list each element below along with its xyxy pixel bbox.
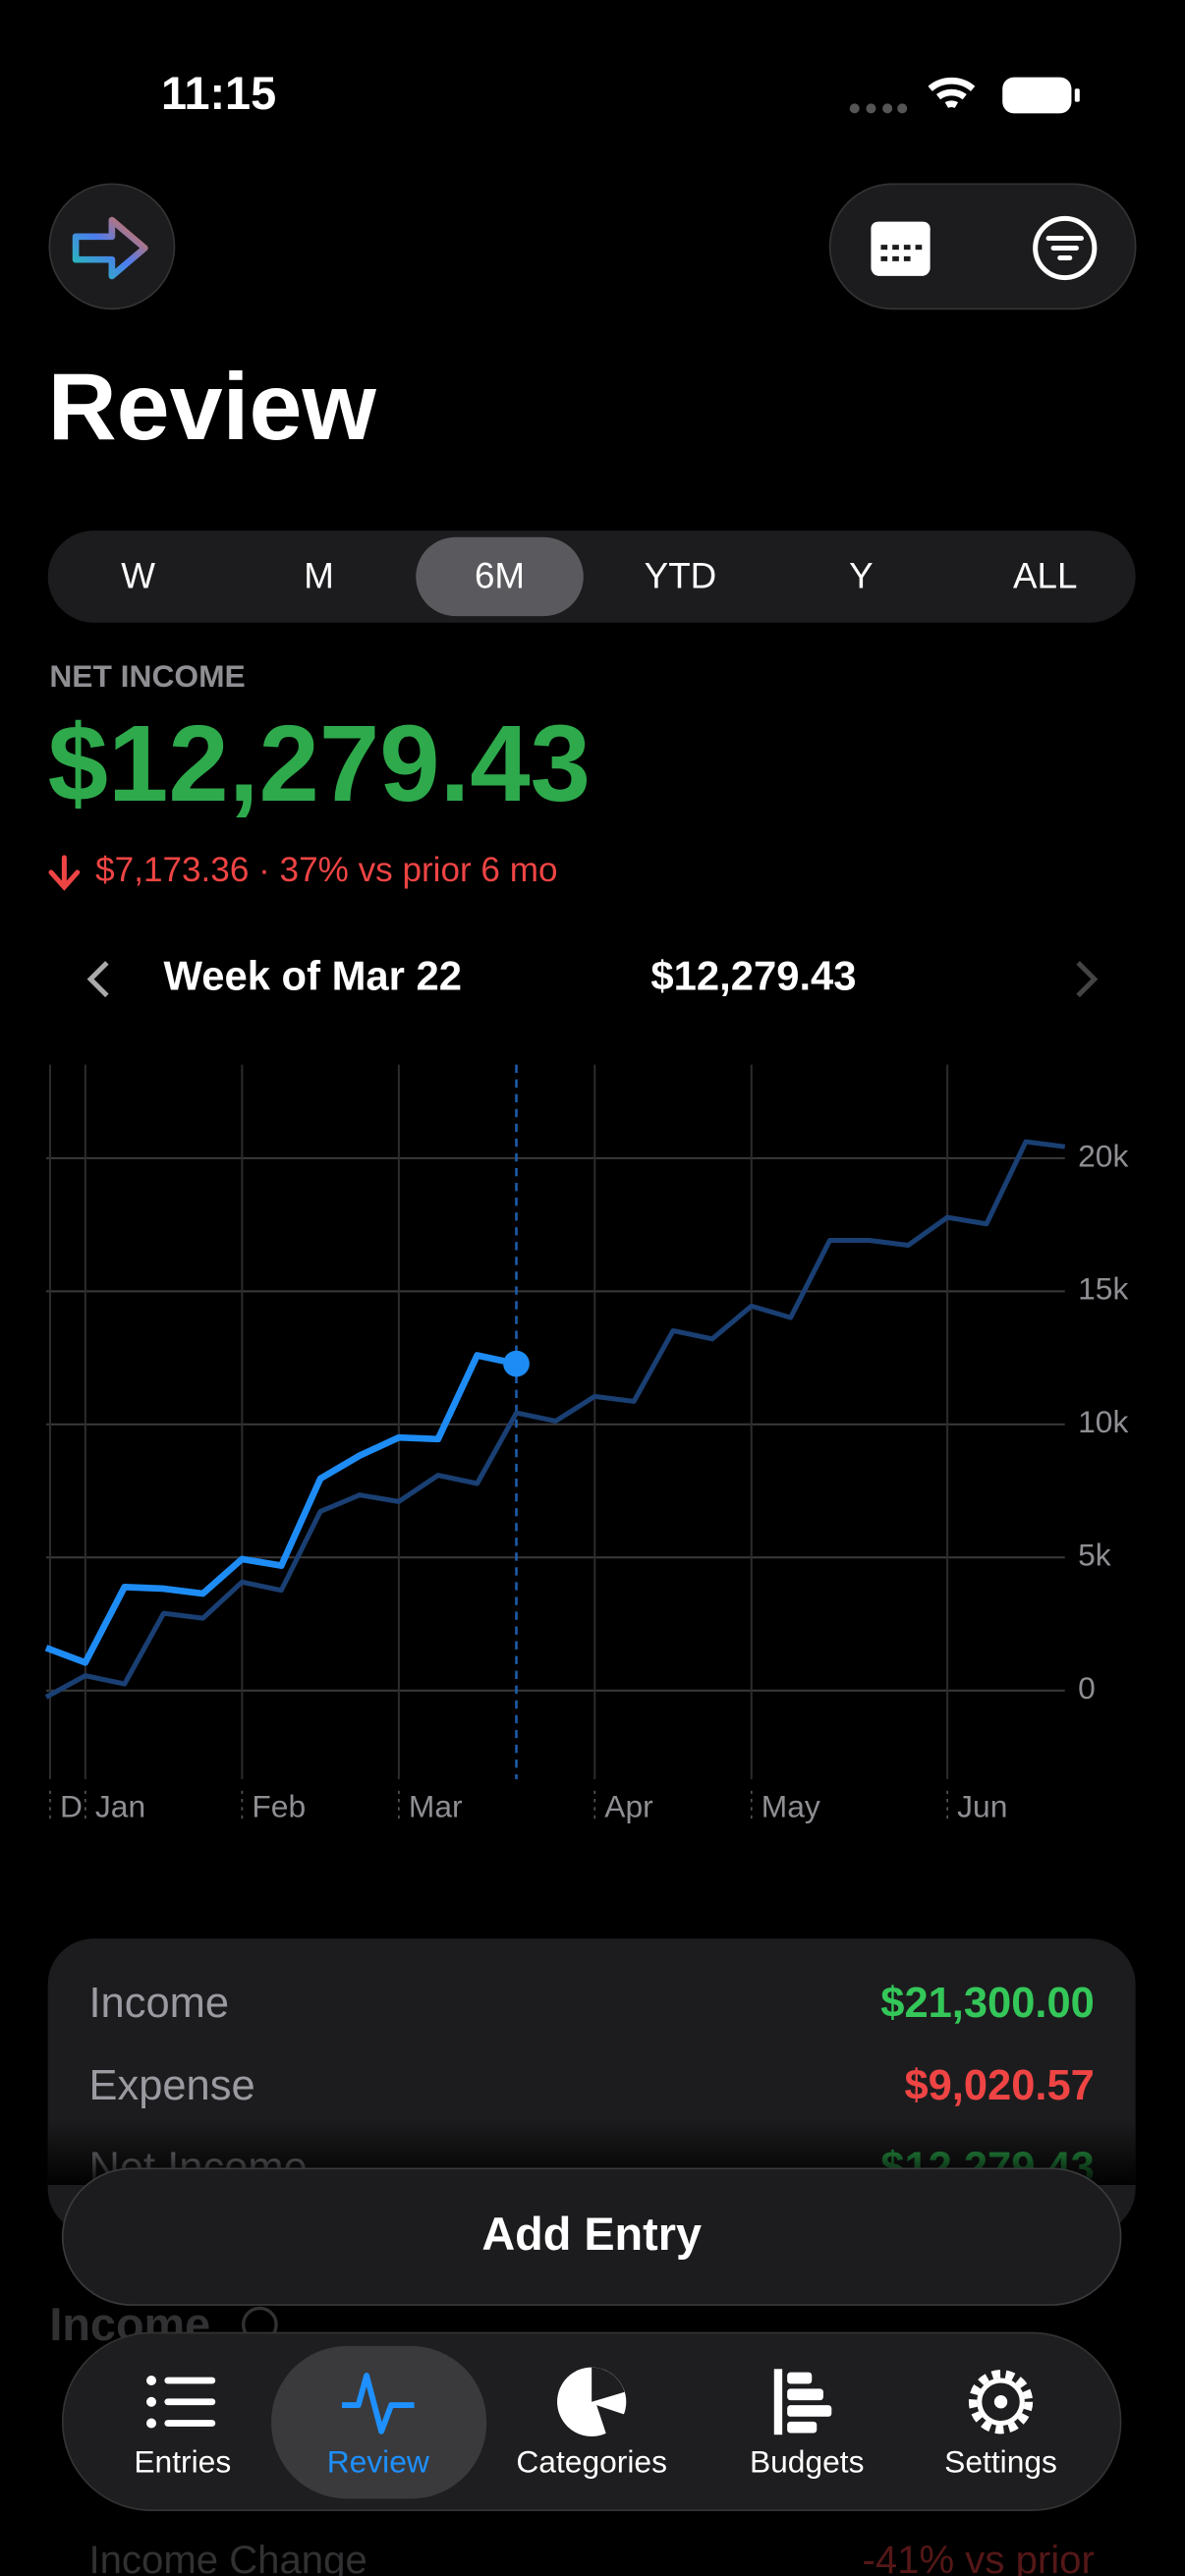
- tab-label[interactable]: Entries: [134, 2444, 231, 2480]
- x-tick-label: Feb: [252, 1788, 306, 1823]
- week-label: Week of Mar 22: [164, 953, 463, 999]
- week-value: $12,279.43: [650, 953, 856, 999]
- chart: 0 5k 10k 15k 20k D Jan Feb Mar Apr May Jun: [44, 1064, 1128, 1823]
- segment-option[interactable]: Y: [849, 555, 874, 595]
- tab-label[interactable]: Settings: [944, 2444, 1057, 2480]
- app-button[interactable]: [48, 183, 176, 310]
- tab-label[interactable]: Categories: [516, 2444, 667, 2480]
- y-tick-label: 15k: [1078, 1271, 1128, 1307]
- page-title: Review: [48, 353, 377, 460]
- segment-option[interactable]: 6M: [475, 555, 525, 595]
- net-income-change: $7,173.36 · 37% vs prior 6 mo: [95, 851, 557, 889]
- battery: [1002, 77, 1072, 114]
- summary-label: Income: [88, 1980, 229, 2027]
- tab-icon[interactable]: [557, 2367, 627, 2436]
- segment-selected: [416, 536, 584, 617]
- line-series: [44, 1352, 518, 1666]
- clock: 11:15: [161, 68, 276, 119]
- x-tick-label: Mar: [409, 1788, 463, 1823]
- prev-week[interactable]: [86, 961, 109, 998]
- x-tick-label: Jun: [957, 1788, 1007, 1823]
- battery-tip: [1074, 88, 1080, 102]
- segment-option[interactable]: W: [121, 555, 155, 595]
- add-entry-button[interactable]: [61, 2167, 1122, 2306]
- next-week[interactable]: [1076, 961, 1099, 998]
- x-tick-label: D: [60, 1788, 83, 1823]
- summary-value: $9,020.57: [904, 2062, 1094, 2109]
- signal: [849, 103, 908, 114]
- filter-button[interactable]: [1033, 215, 1098, 281]
- y-tick-label: 0: [1078, 1670, 1096, 1706]
- add-entry-label: Add Entry: [481, 2209, 702, 2260]
- app-icon: [72, 216, 148, 280]
- tab-icon[interactable]: [968, 2370, 1034, 2435]
- tab-label[interactable]: Review: [327, 2444, 430, 2480]
- tab-icon[interactable]: [145, 2375, 216, 2429]
- y-tick-label: 20k: [1078, 1138, 1128, 1173]
- x-tick-label: Apr: [604, 1788, 653, 1823]
- section-row-value: -41% vs prior: [862, 2538, 1094, 2576]
- tab-label[interactable]: Budgets: [750, 2444, 865, 2480]
- tab-icon[interactable]: [773, 2369, 832, 2436]
- summary-label: Expense: [88, 2062, 254, 2109]
- segment-option[interactable]: ALL: [1013, 555, 1077, 595]
- x-tick-label: Jan: [95, 1788, 145, 1823]
- y-tick-label: 5k: [1078, 1538, 1111, 1573]
- line-series: [44, 1139, 1066, 1700]
- tab-icon[interactable]: [341, 2373, 415, 2435]
- segment-control: [47, 531, 1136, 623]
- selected-point: [503, 1350, 530, 1377]
- net-income-value: $12,279.43: [48, 703, 591, 824]
- x-tick-label: May: [762, 1788, 820, 1823]
- down-arrow: [48, 855, 81, 891]
- segment-option[interactable]: M: [304, 555, 334, 595]
- segment-option[interactable]: YTD: [645, 555, 717, 595]
- net-income-label: NET INCOME: [49, 658, 245, 694]
- summary-value: $21,300.00: [880, 1980, 1095, 2027]
- wifi-icon: [928, 77, 976, 109]
- y-tick-label: 10k: [1078, 1404, 1128, 1439]
- section-row-label: Income Change: [88, 2538, 367, 2576]
